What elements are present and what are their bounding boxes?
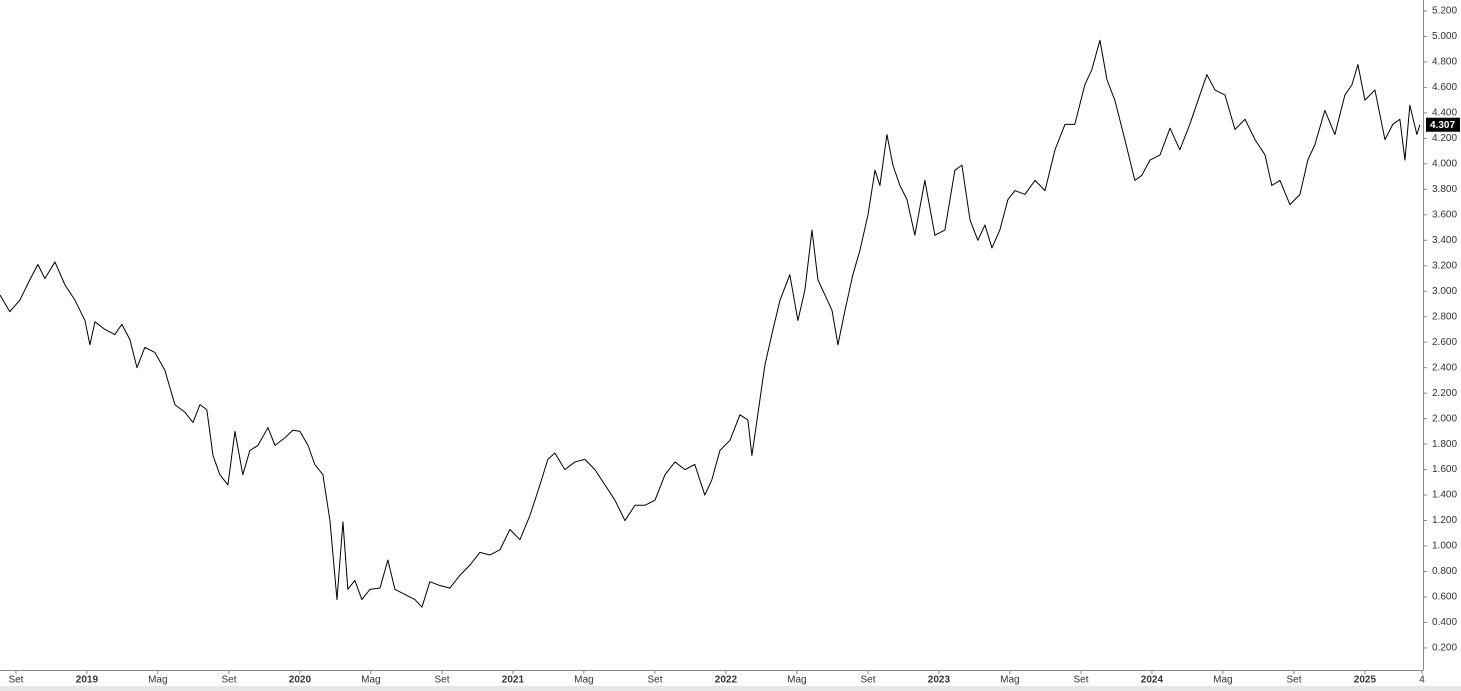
- y-tick-label: 4.400: [1432, 108, 1457, 119]
- y-tick-label: 0.600: [1432, 592, 1457, 603]
- x-tick-label: 2023: [928, 675, 951, 686]
- x-tick-label: Set: [1286, 675, 1301, 686]
- y-tick-label: 4.600: [1432, 82, 1457, 93]
- y-tick-label: 3.200: [1432, 260, 1457, 271]
- x-tick-label: Mag: [361, 675, 380, 686]
- y-tick-label: 2.200: [1432, 388, 1457, 399]
- x-tick-label: Mag: [1213, 675, 1232, 686]
- x-tick-label: 2019: [76, 675, 99, 686]
- x-tick-label: Set: [434, 675, 449, 686]
- last-price-tag: [1426, 117, 1460, 132]
- x-tick-label: Set: [647, 675, 662, 686]
- y-tick-label: 4.800: [1432, 57, 1457, 68]
- last-price-label: 4.307: [1430, 120, 1455, 131]
- y-tick-label: 1.000: [1432, 541, 1457, 552]
- x-tick-label: 2022: [715, 675, 738, 686]
- y-tick-label: 1.400: [1432, 490, 1457, 501]
- x-tick-label: Mag: [1000, 675, 1019, 686]
- x-tick-label: Set: [1073, 675, 1088, 686]
- y-tick-label: 1.600: [1432, 464, 1457, 475]
- x-tick-label: Set: [221, 675, 236, 686]
- y-tick-label: 2.000: [1432, 413, 1457, 424]
- price-line: [0, 39, 1421, 608]
- y-tick-label: 1.200: [1432, 515, 1457, 526]
- x-tick-label: 4: [1419, 675, 1425, 686]
- x-tick-label: 2021: [502, 675, 525, 686]
- x-tick-label: Set: [8, 675, 23, 686]
- y-tick-label: 3.400: [1432, 235, 1457, 246]
- y-tick-label: 4.200: [1432, 133, 1457, 144]
- y-tick-label: 3.000: [1432, 286, 1457, 297]
- y-tick-label: 5.200: [1432, 6, 1457, 17]
- y-tick-label: 4.000: [1432, 158, 1457, 169]
- x-tick-label: Mag: [574, 675, 593, 686]
- x-tick-label: 2024: [1141, 675, 1164, 686]
- x-tick-label: Mag: [787, 675, 806, 686]
- y-tick-label: 1.800: [1432, 439, 1457, 450]
- x-tick-label: 2020: [289, 675, 312, 686]
- y-tick-label: 2.600: [1432, 337, 1457, 348]
- y-tick-label: 3.600: [1432, 209, 1457, 220]
- footer-band: [0, 686, 1461, 691]
- y-tick-label: 3.800: [1432, 184, 1457, 195]
- y-tick-label: 5.000: [1432, 31, 1457, 42]
- y-tick-label: 2.400: [1432, 362, 1457, 373]
- x-tick-label: Mag: [148, 675, 167, 686]
- x-tick-label: Set: [860, 675, 875, 686]
- y-tick-label: 0.800: [1432, 566, 1457, 577]
- y-tick-label: 0.200: [1432, 643, 1457, 654]
- y-tick-label: 2.800: [1432, 311, 1457, 322]
- x-tick-label: 2025: [1354, 675, 1377, 686]
- y-tick-label: 0.400: [1432, 617, 1457, 628]
